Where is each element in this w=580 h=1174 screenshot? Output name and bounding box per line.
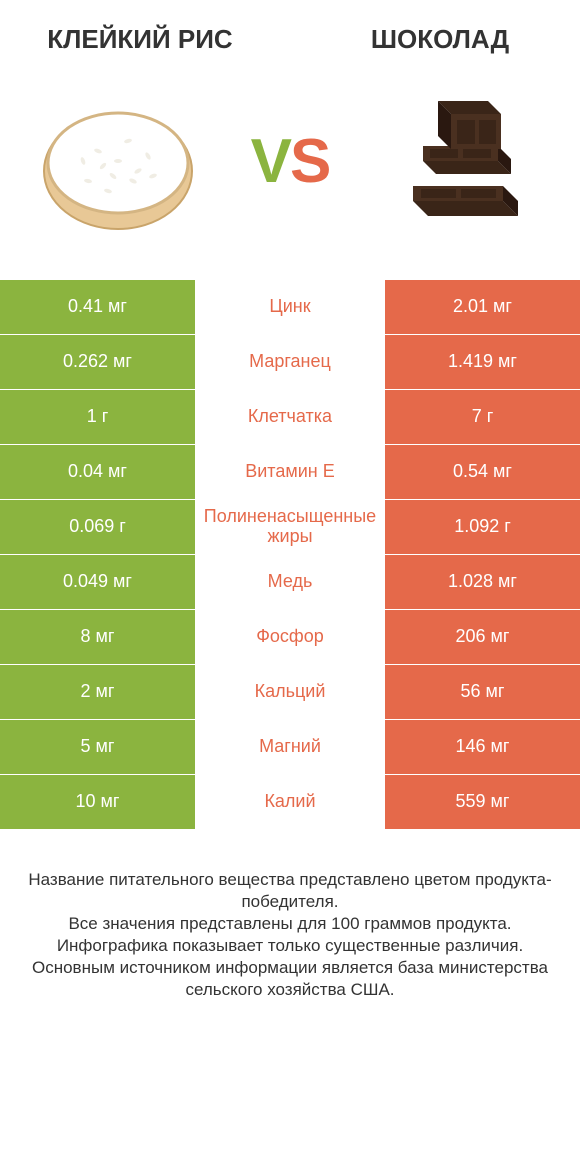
- footer-line: Инфографика показывает только существенн…: [20, 935, 560, 957]
- right-value: 56 мг: [385, 665, 580, 719]
- left-value: 8 мг: [0, 610, 195, 664]
- nutrient-name: Фосфор: [195, 610, 385, 664]
- table-row: 0.04 мгВитамин E0.54 мг: [0, 444, 580, 499]
- right-food-title: ШОКОЛАД: [340, 25, 540, 54]
- chocolate-icon: [375, 74, 550, 249]
- nutrient-name: Кальций: [195, 665, 385, 719]
- left-value: 1 г: [0, 390, 195, 444]
- vs-s: S: [290, 126, 329, 197]
- right-value: 206 мг: [385, 610, 580, 664]
- table-row: 1 гКлетчатка7 г: [0, 389, 580, 444]
- table-row: 0.41 мгЦинк2.01 мг: [0, 279, 580, 334]
- footer-notes: Название питательного вещества представл…: [0, 829, 580, 1002]
- table-row: 5 мгМагний146 мг: [0, 719, 580, 774]
- footer-line: Основным источником информации является …: [20, 957, 560, 1001]
- right-value: 0.54 мг: [385, 445, 580, 499]
- right-value: 1.092 г: [385, 500, 580, 554]
- rice-bowl-icon: [30, 74, 205, 249]
- right-value: 146 мг: [385, 720, 580, 774]
- left-value: 0.04 мг: [0, 445, 195, 499]
- nutrient-name: Полиненасыщенные жиры: [195, 500, 385, 554]
- nutrient-name: Медь: [195, 555, 385, 609]
- nutrient-name: Цинк: [195, 280, 385, 334]
- vs-v: V: [251, 126, 290, 197]
- vs-label: VS: [251, 126, 330, 197]
- left-value: 2 мг: [0, 665, 195, 719]
- right-value: 1.028 мг: [385, 555, 580, 609]
- right-value: 7 г: [385, 390, 580, 444]
- table-row: 0.069 гПолиненасыщенные жиры1.092 г: [0, 499, 580, 554]
- right-value: 2.01 мг: [385, 280, 580, 334]
- nutrient-name: Калий: [195, 775, 385, 829]
- left-value: 5 мг: [0, 720, 195, 774]
- left-food-title: КЛЕЙКИЙ РИС: [40, 25, 240, 54]
- left-value: 0.049 мг: [0, 555, 195, 609]
- table-row: 10 мгКалий559 мг: [0, 774, 580, 829]
- footer-line: Название питательного вещества представл…: [20, 869, 560, 913]
- nutrient-name: Магний: [195, 720, 385, 774]
- table-row: 8 мгФосфор206 мг: [0, 609, 580, 664]
- table-row: 2 мгКальций56 мг: [0, 664, 580, 719]
- left-value: 0.262 мг: [0, 335, 195, 389]
- footer-line: Все значения представлены для 100 граммо…: [20, 913, 560, 935]
- table-row: 0.262 мгМарганец1.419 мг: [0, 334, 580, 389]
- right-value: 1.419 мг: [385, 335, 580, 389]
- nutrient-name: Витамин E: [195, 445, 385, 499]
- vs-row: VS: [0, 74, 580, 249]
- header: КЛЕЙКИЙ РИС ШОКОЛАД: [0, 0, 580, 64]
- nutrient-table: 0.41 мгЦинк2.01 мг0.262 мгМарганец1.419 …: [0, 279, 580, 829]
- nutrient-name: Клетчатка: [195, 390, 385, 444]
- table-row: 0.049 мгМедь1.028 мг: [0, 554, 580, 609]
- left-value: 0.069 г: [0, 500, 195, 554]
- left-value: 10 мг: [0, 775, 195, 829]
- right-value: 559 мг: [385, 775, 580, 829]
- nutrient-name: Марганец: [195, 335, 385, 389]
- left-value: 0.41 мг: [0, 280, 195, 334]
